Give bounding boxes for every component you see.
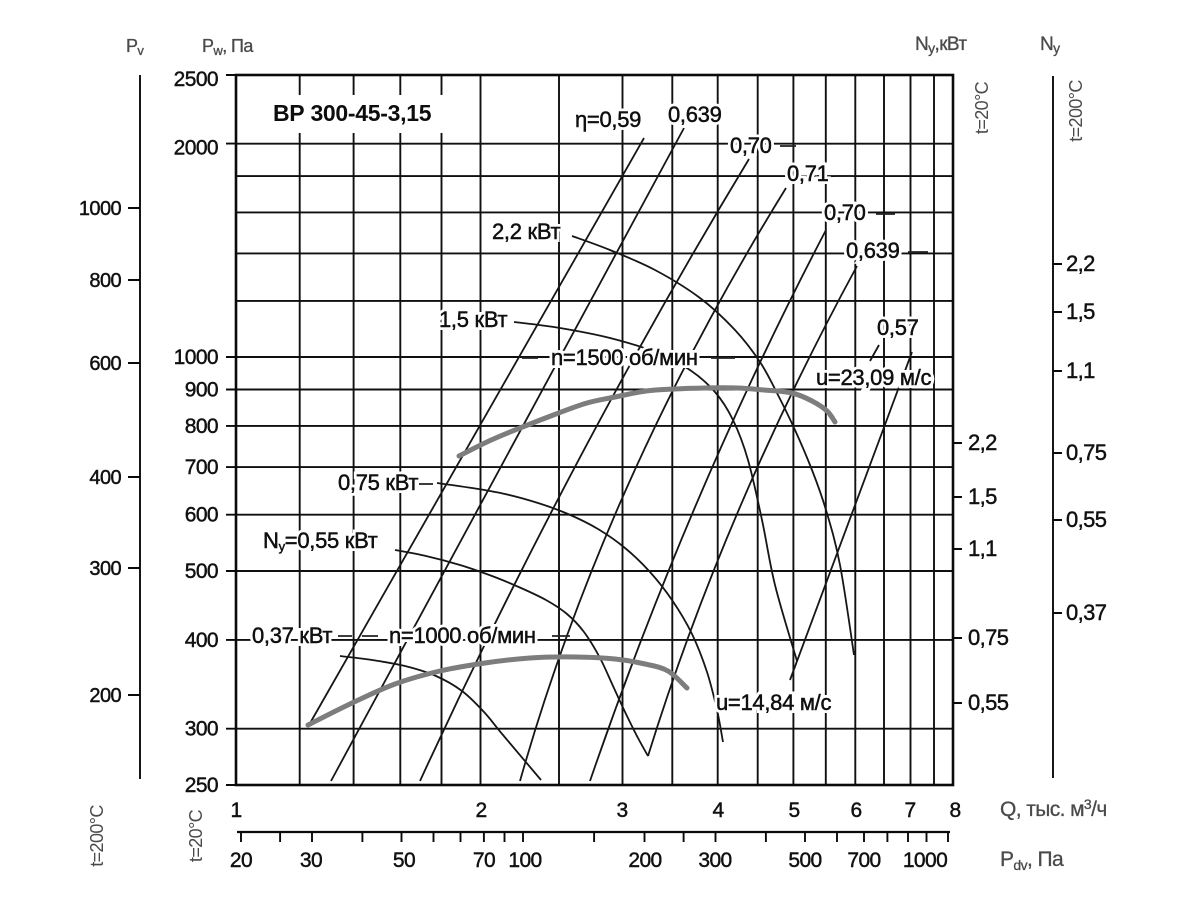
svg-text:0,37 кВт: 0,37 кВт [252, 623, 332, 648]
svg-text:u=23,09 м/с: u=23,09 м/с [816, 365, 931, 390]
svg-text:Nу=0,55 кВт: Nу=0,55 кВт [263, 528, 378, 554]
svg-text:800: 800 [89, 270, 121, 292]
svg-text:t=20°C: t=20°C [186, 809, 206, 862]
svg-text:t=200°C: t=200°C [1066, 80, 1086, 142]
svg-text:200: 200 [628, 849, 661, 872]
svg-text:1: 1 [230, 799, 241, 822]
svg-text:0,57: 0,57 [877, 315, 919, 340]
svg-text:2,2 кВт: 2,2 кВт [492, 219, 560, 244]
svg-text:300: 300 [698, 849, 731, 872]
svg-text:400: 400 [89, 467, 121, 489]
svg-text:n=1500 об/мин: n=1500 об/мин [551, 345, 698, 370]
svg-text:600: 600 [185, 504, 218, 527]
svg-text:u=14,84 м/с: u=14,84 м/с [716, 690, 831, 715]
svg-text:Nу=0,55 кВт: Nу=0,55 кВт [263, 528, 378, 554]
svg-text:300: 300 [89, 558, 121, 580]
svg-text:30: 30 [300, 849, 322, 872]
svg-text:Q, тыс. м3/ч: Q, тыс. м3/ч [1000, 796, 1107, 821]
svg-text:ВР 300-45-3,15: ВР 300-45-3,15 [273, 100, 432, 126]
svg-text:t=20°C: t=20°C [972, 81, 992, 134]
svg-text:1,5: 1,5 [968, 484, 997, 509]
svg-text:η=0,59: η=0,59 [575, 107, 641, 132]
svg-text:5: 5 [788, 799, 799, 822]
svg-text:200: 200 [89, 685, 121, 707]
svg-text:0,57: 0,57 [877, 315, 919, 340]
svg-text:500: 500 [788, 849, 821, 872]
svg-text:2000: 2000 [174, 137, 218, 160]
svg-text:0,639: 0,639 [668, 102, 722, 127]
svg-text:0,639: 0,639 [668, 102, 722, 127]
svg-text:3: 3 [616, 799, 627, 822]
svg-text:1,5 кВт: 1,5 кВт [439, 307, 507, 332]
svg-text:0,71: 0,71 [787, 161, 829, 186]
svg-text:700: 700 [847, 849, 880, 872]
svg-text:300: 300 [185, 718, 218, 741]
svg-text:1000: 1000 [903, 849, 947, 872]
svg-text:1,5 кВт: 1,5 кВт [439, 307, 507, 332]
svg-text:Nу,кВт: Nу,кВт [915, 34, 967, 56]
svg-text:0,75: 0,75 [1066, 440, 1107, 465]
svg-text:1000: 1000 [174, 346, 218, 369]
svg-text:Pdv, Па: Pdv, Па [1000, 848, 1064, 873]
svg-text:8: 8 [949, 799, 960, 822]
svg-text:n=1500 об/мин: n=1500 об/мин [551, 345, 698, 370]
svg-text:u=23,09 м/с: u=23,09 м/с [816, 365, 931, 390]
svg-text:0,70: 0,70 [730, 133, 772, 158]
svg-text:n=1000 об/мин: n=1000 об/мин [389, 623, 536, 648]
svg-text:0,639: 0,639 [846, 238, 900, 263]
svg-text:η=0,59: η=0,59 [575, 107, 641, 132]
svg-text:1,5: 1,5 [1066, 299, 1095, 324]
svg-text:n=1000 об/мин: n=1000 об/мин [389, 623, 536, 648]
svg-text:50: 50 [393, 849, 415, 872]
svg-text:100: 100 [508, 849, 541, 872]
svg-text:0,75 кВт: 0,75 кВт [338, 470, 418, 495]
svg-text:1,1: 1,1 [968, 536, 997, 561]
svg-text:0,55: 0,55 [1066, 507, 1107, 532]
svg-text:900: 900 [185, 379, 218, 402]
svg-text:0,37 кВт: 0,37 кВт [252, 623, 332, 648]
svg-text:0,70: 0,70 [824, 200, 866, 225]
svg-text:0,639: 0,639 [846, 238, 900, 263]
svg-text:800: 800 [185, 415, 218, 438]
svg-text:0,37: 0,37 [1066, 600, 1107, 625]
svg-text:Nу: Nу [1040, 34, 1060, 56]
svg-text:700: 700 [185, 456, 218, 479]
svg-text:7: 7 [904, 799, 915, 822]
svg-text:1,1: 1,1 [1066, 358, 1095, 383]
svg-text:1000: 1000 [79, 198, 122, 220]
svg-text:2500: 2500 [174, 68, 218, 91]
svg-text:u=14,84 м/с: u=14,84 м/с [716, 690, 831, 715]
svg-text:4: 4 [712, 799, 724, 822]
svg-text:2,2: 2,2 [968, 430, 997, 455]
svg-text:70: 70 [473, 849, 495, 872]
svg-text:20: 20 [230, 849, 252, 872]
svg-text:400: 400 [185, 629, 218, 652]
svg-text:0,75: 0,75 [968, 625, 1009, 650]
svg-text:6: 6 [850, 799, 861, 822]
svg-text:600: 600 [89, 353, 121, 375]
svg-text:t=200°C: t=200°C [87, 805, 107, 867]
svg-text:0,70: 0,70 [824, 200, 866, 225]
svg-text:2,2: 2,2 [1066, 251, 1095, 276]
svg-text:Pw, Па: Pw, Па [202, 36, 254, 58]
svg-text:0,55: 0,55 [968, 690, 1009, 715]
svg-text:2,2 кВт: 2,2 кВт [492, 219, 560, 244]
svg-text:0,70: 0,70 [730, 133, 772, 158]
svg-text:500: 500 [185, 560, 218, 583]
svg-text:0,71: 0,71 [787, 161, 829, 186]
svg-text:250: 250 [185, 774, 218, 797]
svg-text:0,75 кВт: 0,75 кВт [338, 470, 418, 495]
svg-text:2: 2 [475, 799, 486, 822]
